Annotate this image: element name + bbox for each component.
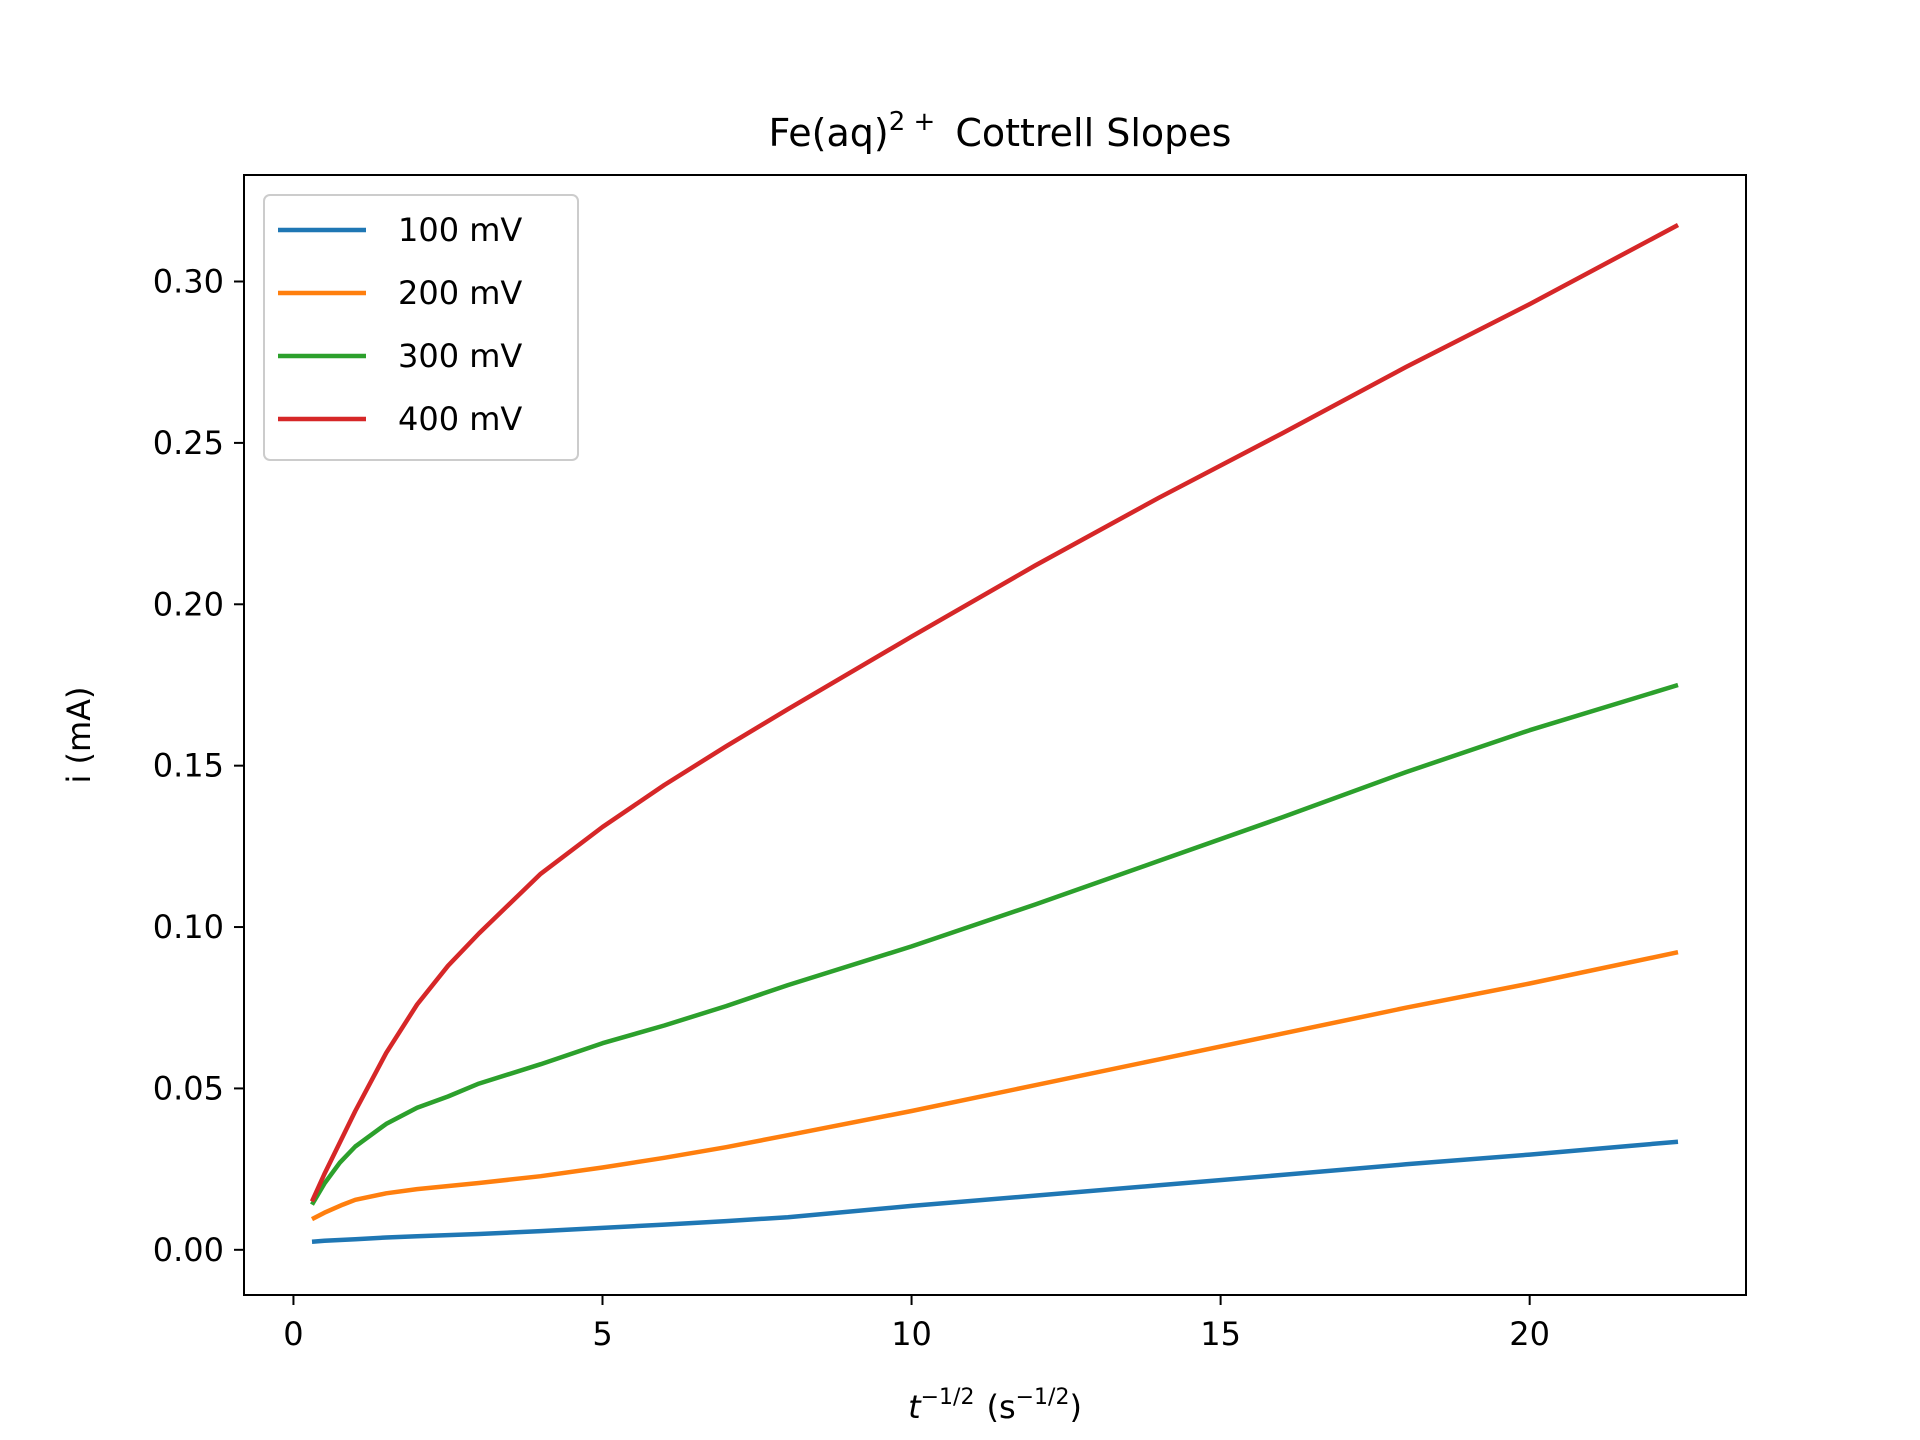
y-axis: 0.00 0.05 0.10 0.15 0.20 0.25 0.30 <box>153 263 244 1269</box>
x-axis-title: t−1/2 (s−1/2) <box>908 1385 1082 1426</box>
series-line-200-mv <box>310 949 1679 1222</box>
x-tick-label: 20 <box>1509 1315 1550 1353</box>
x-axis-variable-exponent: −1/2 <box>921 1385 975 1410</box>
plot-area <box>243 174 1747 1296</box>
x-tick-label: 10 <box>891 1315 932 1353</box>
chart-title: Fe(aq)2 + Cottrell Slopes <box>769 107 1232 155</box>
series-layer <box>309 223 1680 1244</box>
y-axis-title: i (mA) <box>60 686 98 783</box>
x-axis-unit-open: (s <box>986 1388 1015 1426</box>
x-axis-unit-close: ) <box>1069 1388 1081 1426</box>
legend-label: 200 mV <box>398 274 522 312</box>
series-line-400-mv <box>309 223 1680 1203</box>
chart-title-rest: Cottrell Slopes <box>955 111 1231 155</box>
x-axis-unit-exponent: −1/2 <box>1016 1385 1070 1410</box>
legend-label: 100 mV <box>398 211 522 249</box>
chart-title-superscript: 2 + <box>889 107 936 137</box>
x-axis-variable: t <box>908 1388 922 1426</box>
legend-label: 300 mV <box>398 337 522 375</box>
x-tick-label: 5 <box>592 1315 612 1353</box>
x-tick-label: 15 <box>1200 1315 1241 1353</box>
y-tick-label: 0.05 <box>153 1069 224 1107</box>
y-tick-label: 0.25 <box>153 424 224 462</box>
y-tick-label: 0.00 <box>153 1231 224 1269</box>
legend-label: 400 mV <box>398 400 522 438</box>
x-axis: 0 5 10 15 20 <box>283 1295 1550 1353</box>
series-line-100-mv <box>311 1139 1679 1244</box>
legend: 100 mV 200 mV 300 mV 400 mV <box>263 194 579 461</box>
y-tick-label: 0.15 <box>153 747 224 785</box>
chart-title-main: Fe(aq) <box>769 111 889 155</box>
plot-frame <box>243 174 1747 1296</box>
x-tick-label: 0 <box>283 1315 303 1353</box>
series-line-300-mv <box>310 682 1679 1206</box>
legend-frame <box>263 194 579 461</box>
y-tick-label: 0.30 <box>153 263 224 301</box>
y-tick-label: 0.20 <box>153 585 224 623</box>
y-tick-label: 0.10 <box>153 908 224 946</box>
